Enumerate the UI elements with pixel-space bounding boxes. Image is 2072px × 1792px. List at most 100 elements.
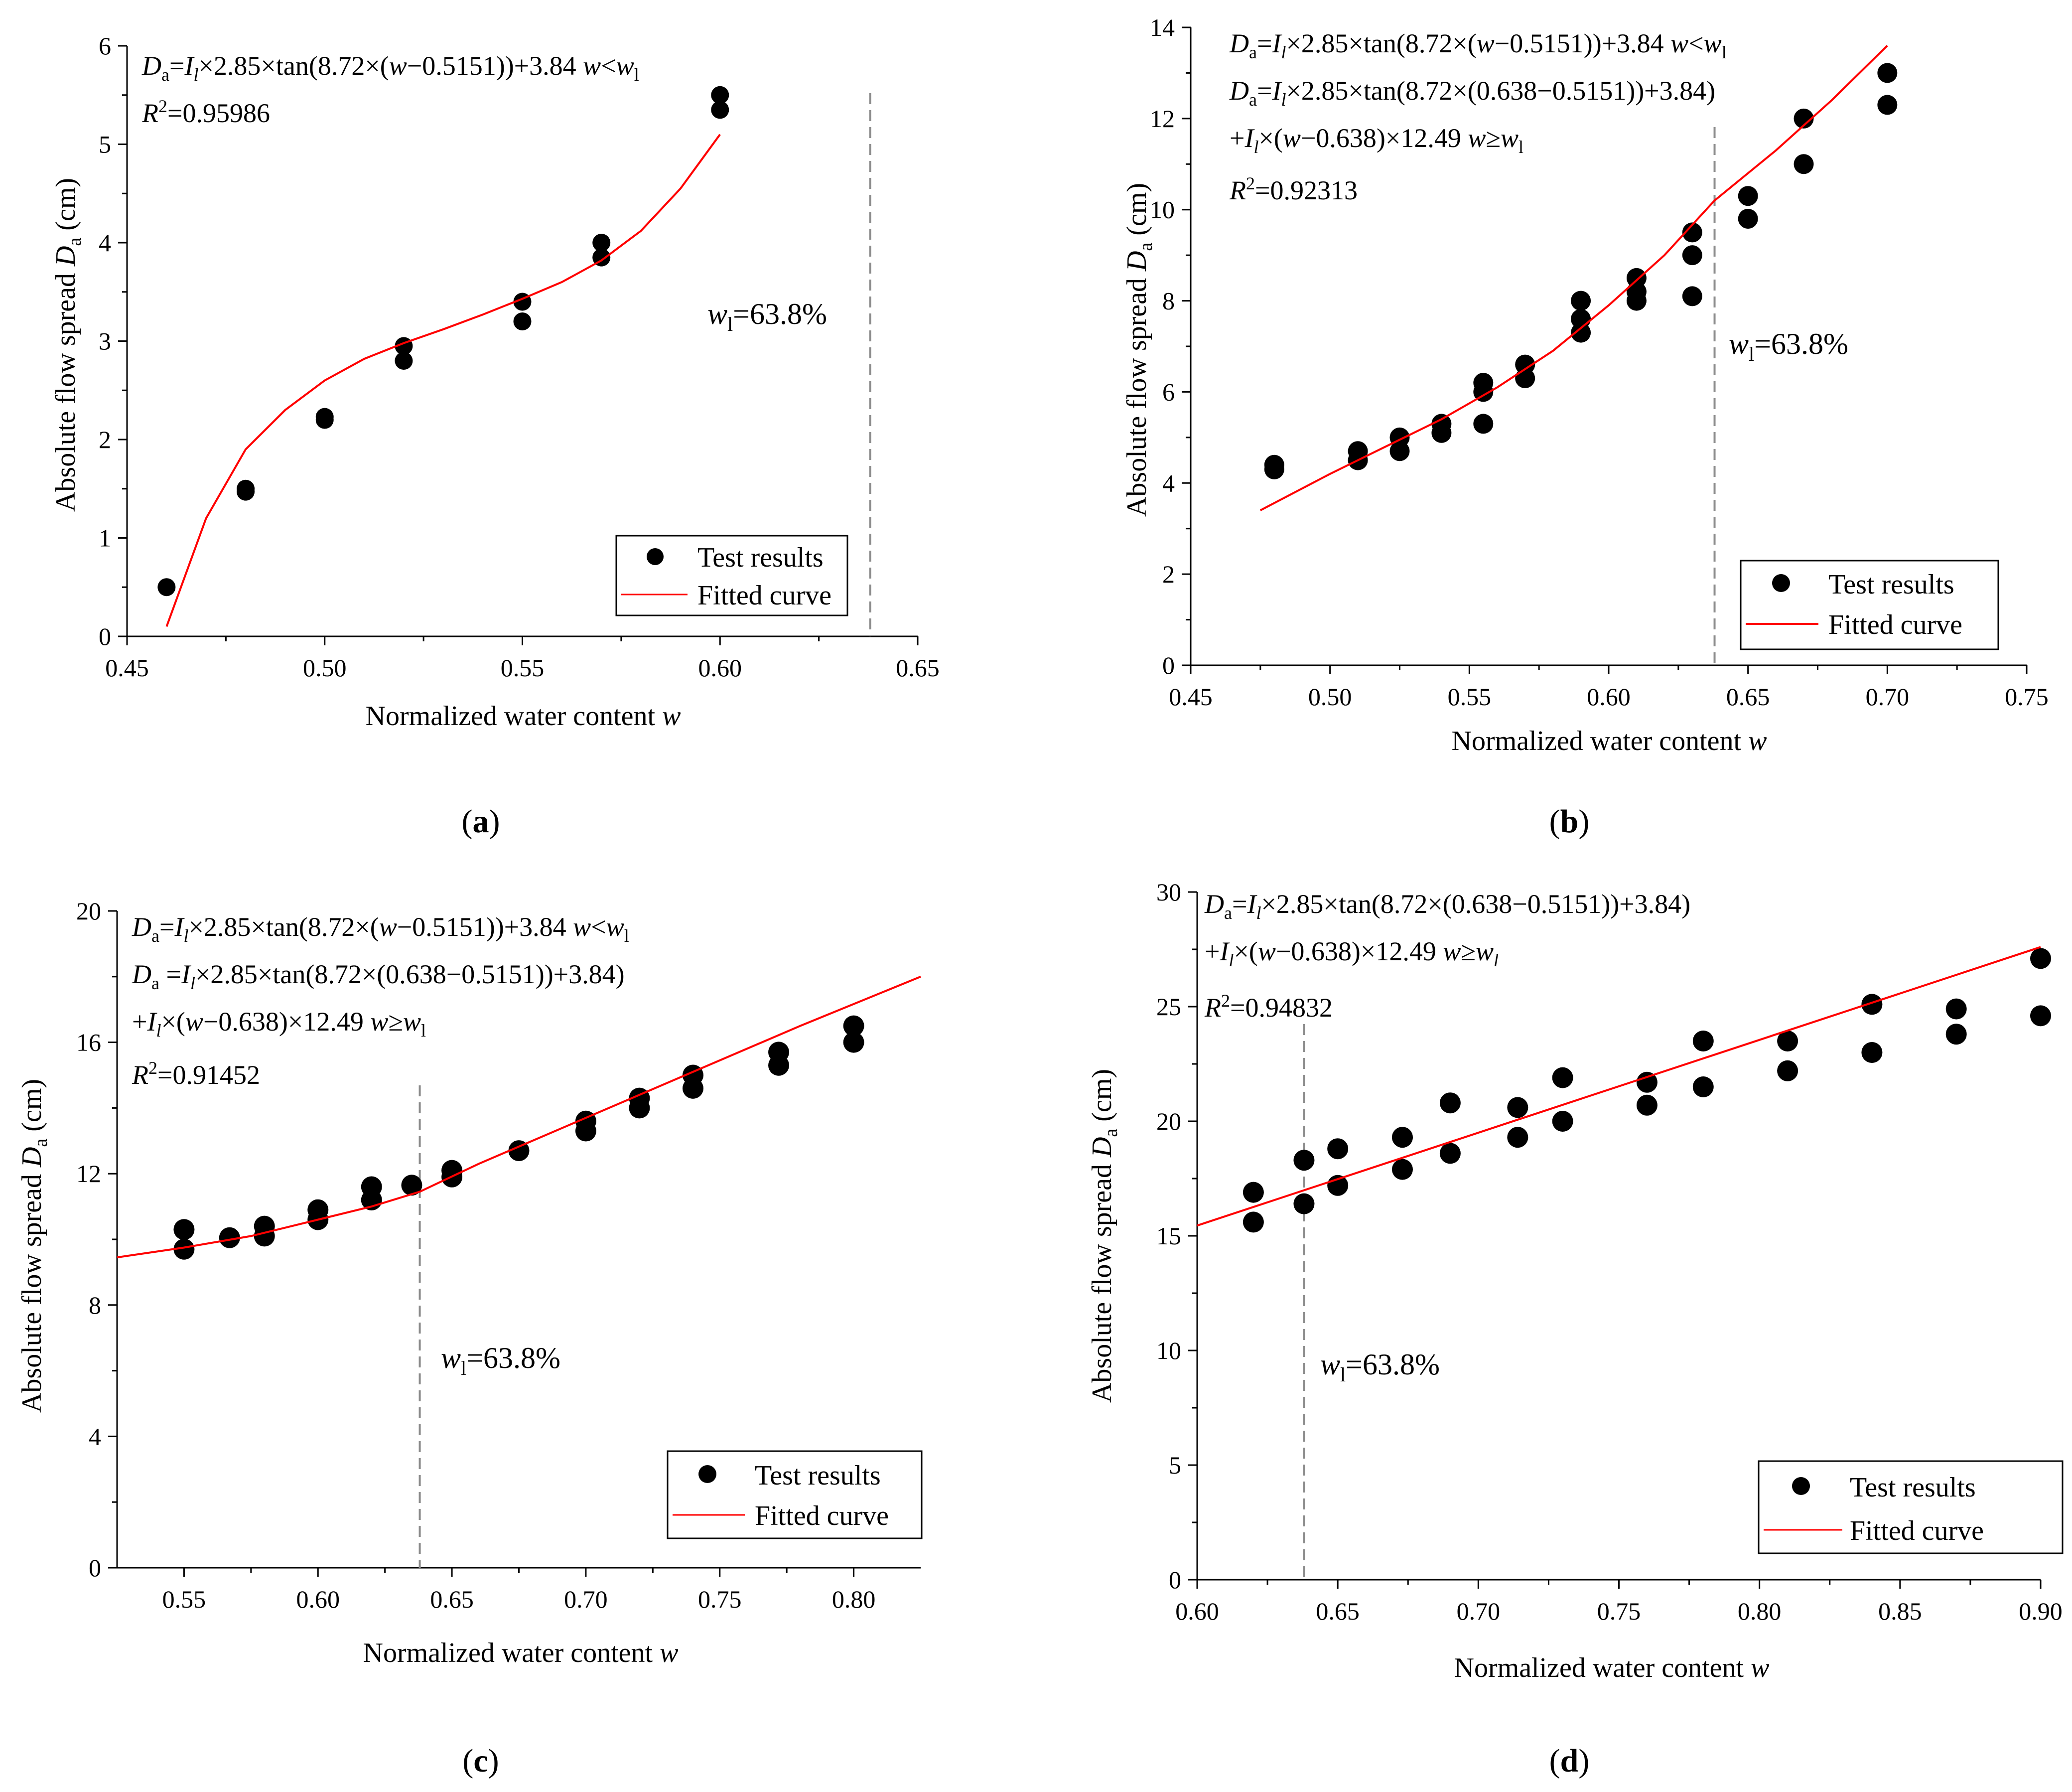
data-point [1682, 286, 1702, 306]
data-point [1439, 1143, 1461, 1164]
data-point [513, 312, 532, 330]
data-point [1738, 186, 1758, 206]
panel-label: (d) [1549, 1743, 1590, 1779]
data-point [395, 352, 413, 370]
legend-marker-points [1792, 1477, 1810, 1495]
x-tick-label: 0.80 [832, 1585, 876, 1613]
equation-block: Da=Il×2.85×tan(8.72×(0.638−0.5151))+3.84… [1204, 889, 1690, 1023]
fitted-curve [1259, 45, 1888, 511]
data-point [508, 1140, 530, 1162]
legend-label-points: Test results [697, 542, 824, 573]
y-tick-label: 0 [1162, 651, 1175, 679]
data-point [843, 1032, 864, 1053]
threshold-label: wl=63.8% [1729, 327, 1848, 365]
data-point [1243, 1182, 1264, 1203]
equation-line-2: Da =Il×2.85×tan(8.72×(0.638−0.5151))+3.8… [132, 959, 625, 993]
data-point [1348, 441, 1368, 461]
data-point [1777, 1031, 1798, 1051]
data-point [1777, 1060, 1798, 1081]
data-point [1293, 1150, 1315, 1171]
data-point [1391, 1127, 1413, 1148]
x-tick-label: 0.70 [1866, 683, 1910, 711]
x-tick-label: 0.55 [162, 1585, 206, 1613]
data-point [1636, 1071, 1658, 1093]
legend-label-curve: Fitted curve [697, 580, 831, 611]
x-tick-label: 0.60 [698, 654, 742, 682]
data-point [1507, 1127, 1528, 1148]
data-point [1552, 1111, 1573, 1132]
y-tick-label: 3 [99, 327, 111, 355]
equation-block: Da=Il×2.85×tan(8.72×(w−0.5151))+3.84 w<w… [1229, 28, 1727, 205]
data-point [843, 1015, 864, 1037]
equation-line-1: Da=Il×2.85×tan(8.72×(w−0.5151))+3.84 w<w… [141, 51, 639, 85]
x-tick-label: 0.55 [1448, 683, 1492, 711]
data-point [1626, 282, 1647, 302]
y-tick-label: 6 [99, 32, 111, 60]
panel-a: 0.45 0.50 0.55 0.60 0.65 0 1 2 3 4 5 6 Da=Il×2.85×t… [50, 32, 940, 840]
data-point [441, 1160, 463, 1181]
x-tick-label: 0.75 [698, 1585, 742, 1613]
data-point [1243, 1211, 1264, 1233]
data-point [1636, 1094, 1658, 1116]
data-point [768, 1042, 790, 1063]
legend-label-points: Test results [1828, 569, 1954, 600]
data-point [307, 1199, 329, 1220]
data-point [1391, 1159, 1413, 1180]
axis-ticks: 0.60 0.65 0.70 0.75 0.80 0.85 0.90 0 5 10 15 20 25 30 [1156, 878, 2063, 1625]
chart-marks [117, 975, 921, 1568]
data-point [2030, 948, 2051, 969]
y-tick-label: 10 [1150, 196, 1175, 224]
legend-label-curve: Fitted curve [1850, 1515, 1984, 1546]
data-point [173, 1219, 195, 1240]
data-point [1692, 1076, 1714, 1097]
panel-label: (b) [1549, 803, 1590, 840]
equation-r-squared: R2=0.95986 [141, 96, 270, 128]
y-axis-title: Absolute flow spread Da (cm) [1121, 183, 1156, 517]
chart-legend: Test results Fitted curve [615, 535, 848, 616]
x-tick-label: 0.70 [1457, 1597, 1501, 1625]
chart-marks [157, 86, 871, 636]
equation-r-squared: R2=0.94832 [1204, 991, 1333, 1023]
equation-line-2: Da=Il×2.85×tan(8.72×(0.638−0.5151))+3.84… [1229, 76, 1715, 110]
axis-ticks: 0.55 0.60 0.65 0.70 0.75 0.80 0 4 8 12 16 20 [76, 897, 921, 1613]
x-tick-label: 0.65 [1726, 683, 1770, 711]
axis-ticks: 0.45 0.50 0.55 0.60 0.65 0.70 0.75 0 2 4 6 8 10 12 14 [1150, 13, 2049, 711]
threshold-label: wl=63.8% [441, 1342, 560, 1379]
fitted-curve [1197, 946, 2041, 1227]
x-tick-label: 0.45 [105, 654, 149, 682]
x-axis-title: Normalized water content w [366, 701, 681, 732]
data-point [1861, 1042, 1883, 1063]
data-point [237, 479, 255, 498]
data-point [1794, 154, 1814, 174]
data-point [1861, 994, 1883, 1015]
y-tick-label: 15 [1156, 1222, 1181, 1250]
x-tick-label: 0.60 [296, 1585, 340, 1613]
y-tick-label: 12 [76, 1160, 101, 1188]
legend-label-curve: Fitted curve [1828, 609, 1962, 640]
threshold-label: wl=63.8% [707, 298, 827, 335]
y-tick-label: 4 [1162, 469, 1175, 497]
x-tick-label: 0.60 [1587, 683, 1631, 711]
data-point [1571, 322, 1591, 343]
y-tick-label: 2 [99, 426, 111, 453]
axis-ticks: 0.45 0.50 0.55 0.60 0.65 0 1 2 3 4 5 6 [99, 32, 940, 682]
data-point [361, 1176, 382, 1197]
data-point [1473, 373, 1494, 393]
equation-line-3: +Il×(w−0.638)×12.49 w≥wl [1230, 123, 1523, 157]
data-point [1439, 1092, 1461, 1114]
y-tick-label: 12 [1150, 105, 1175, 133]
fitted-curve [165, 134, 721, 627]
data-point [1738, 209, 1758, 229]
y-axis-title: Absolute flow spread Da (cm) [16, 1079, 51, 1413]
equation-line-3: +Il×(w−0.638)×12.49 w≥wl [132, 1007, 426, 1041]
y-tick-label: 4 [99, 229, 111, 257]
data-point [1515, 354, 1535, 375]
x-tick-label: 0.45 [1169, 683, 1213, 711]
data-point [1507, 1097, 1528, 1118]
x-tick-label: 0.65 [896, 654, 940, 682]
y-tick-label: 0 [89, 1554, 101, 1582]
x-tick-label: 0.50 [303, 654, 347, 682]
data-point [315, 408, 334, 426]
data-point [1389, 427, 1410, 448]
legend-frame [1758, 1460, 2064, 1554]
